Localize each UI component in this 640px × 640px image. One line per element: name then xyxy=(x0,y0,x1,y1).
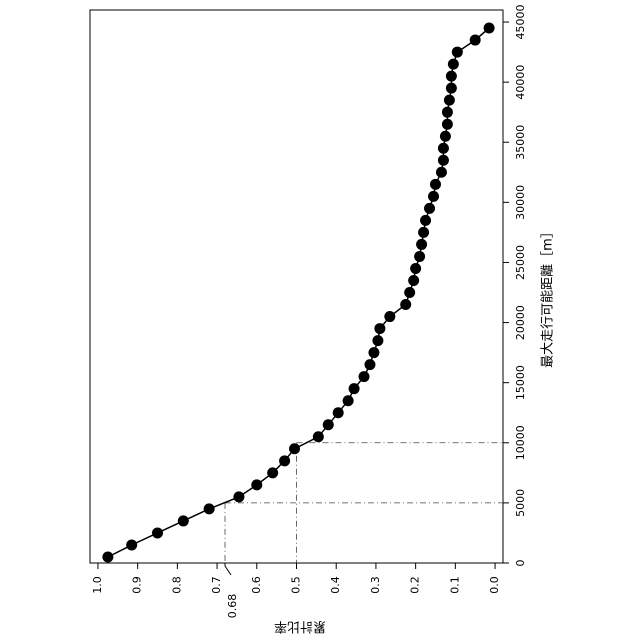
data-point xyxy=(428,191,439,202)
extra-tick-leader xyxy=(225,563,231,575)
data-point xyxy=(448,59,459,70)
data-point xyxy=(404,287,415,298)
y-tick-label: 0.7 xyxy=(210,576,223,594)
data-point xyxy=(384,311,395,322)
data-point xyxy=(452,47,463,58)
data-point xyxy=(372,335,383,346)
data-point xyxy=(349,383,360,394)
y-tick-label: 0.3 xyxy=(369,576,382,594)
data-point xyxy=(343,395,354,406)
y-tick-label: 0.5 xyxy=(290,576,303,594)
y-tick-label: 0.8 xyxy=(170,576,183,594)
data-point xyxy=(416,239,427,250)
y-tick-label: 0.6 xyxy=(250,576,263,594)
data-point xyxy=(313,431,324,442)
data-point xyxy=(418,227,429,238)
plot-frame xyxy=(90,10,503,563)
data-point xyxy=(178,515,189,526)
data-point xyxy=(204,503,215,514)
y-tick-label: 0.0 xyxy=(488,576,501,594)
data-point xyxy=(267,467,278,478)
x-tick-label: 35000 xyxy=(514,125,527,160)
data-point xyxy=(414,251,425,262)
x-tick-label: 25000 xyxy=(514,245,527,280)
y-tick-label: 0.2 xyxy=(409,576,422,594)
x-tick-label: 20000 xyxy=(514,305,527,340)
data-point xyxy=(420,215,431,226)
data-point xyxy=(436,167,447,178)
x-axis-title: 最大走行可能距離［m］ xyxy=(541,225,556,368)
data-point xyxy=(359,371,370,382)
data-point xyxy=(251,479,262,490)
series-line xyxy=(108,28,489,557)
x-tick-label: 40000 xyxy=(514,65,527,100)
y-tick-label: 0.1 xyxy=(448,576,461,594)
reference-lines xyxy=(225,443,503,563)
extra-tick-label: 0.68 xyxy=(226,594,239,619)
data-point xyxy=(279,455,290,466)
y-tick-label: 1.0 xyxy=(91,576,104,594)
y-tick-label: 0.9 xyxy=(131,576,144,594)
x-tick-label: 10000 xyxy=(514,425,527,460)
data-point xyxy=(289,443,300,454)
data-point xyxy=(374,323,385,334)
data-point xyxy=(442,119,453,130)
x-axis-ticks: 0 5000 10000 15000 20000 25000 30000 35000 40000… xyxy=(503,5,527,567)
data-point xyxy=(368,347,379,358)
data-point xyxy=(400,299,411,310)
x-tick-label: 15000 xyxy=(514,365,527,400)
data-point xyxy=(446,83,457,94)
x-tick-label: 0 xyxy=(514,560,527,567)
data-point xyxy=(152,527,163,538)
data-point xyxy=(233,491,244,502)
x-tick-label: 5000 xyxy=(514,489,527,517)
data-point xyxy=(323,419,334,430)
data-point xyxy=(446,71,457,82)
y-tick-label: 0.4 xyxy=(329,576,342,594)
data-point xyxy=(440,131,451,142)
data-points xyxy=(102,23,494,563)
y-axis-title: 累計比率 xyxy=(274,619,326,635)
data-point xyxy=(126,539,137,550)
data-point xyxy=(364,359,375,370)
data-point xyxy=(444,95,455,106)
data-point xyxy=(410,263,421,274)
x-tick-label: 45000 xyxy=(514,5,527,40)
data-point xyxy=(470,35,481,46)
data-point xyxy=(438,155,449,166)
data-point xyxy=(430,179,441,190)
x-tick-label: 30000 xyxy=(514,185,527,220)
data-point xyxy=(333,407,344,418)
data-point xyxy=(408,275,419,286)
data-point xyxy=(438,143,449,154)
data-point xyxy=(484,23,495,34)
data-point xyxy=(442,107,453,118)
data-point xyxy=(424,203,435,214)
y-axis-ticks: 1.0 0.9 0.8 0.7 0.6 0.5 0.4 0.3 0.2 0.1 0.0 0.68 xyxy=(91,563,501,618)
data-point xyxy=(102,551,113,562)
